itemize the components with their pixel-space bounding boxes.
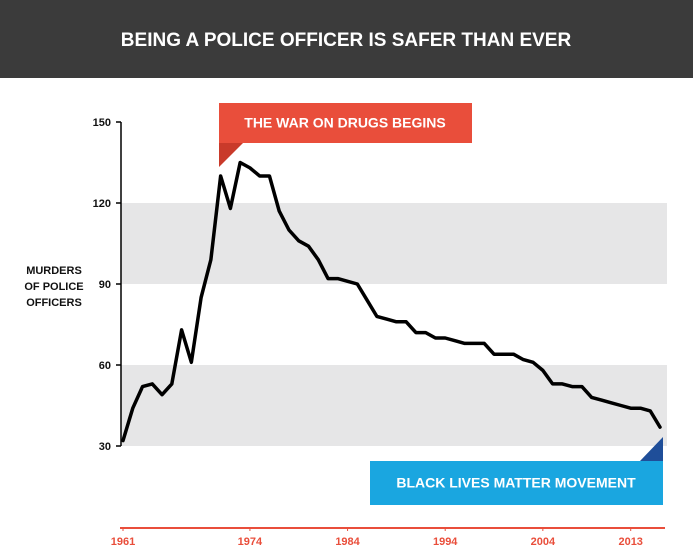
title-bar xyxy=(0,0,693,78)
x-tick-label: 1984 xyxy=(335,536,360,548)
x-tick-label: 2004 xyxy=(531,536,556,548)
x-tick-label: 1994 xyxy=(433,536,458,548)
x-tick-label: 1961 xyxy=(111,536,135,548)
y-tick-label: 150 xyxy=(93,117,111,129)
grid-band xyxy=(121,365,667,446)
y-tick-label: 30 xyxy=(99,441,111,453)
y-axis-label: OF POLICE xyxy=(24,281,83,293)
y-tick-label: 120 xyxy=(93,198,111,210)
grid-band xyxy=(121,203,667,284)
annotation-pointer xyxy=(219,143,243,167)
x-tick-label: 1974 xyxy=(238,536,263,548)
annotation-text: THE WAR ON DRUGS BEGINS xyxy=(244,115,445,131)
data-line xyxy=(121,160,662,443)
y-tick-label: 90 xyxy=(99,279,111,291)
annotation-text: BLACK LIVES MATTER MOVEMENT xyxy=(396,475,636,491)
annotation-box xyxy=(370,461,663,505)
chart-title: BEING A POLICE OFFICER IS SAFER THAN EVE… xyxy=(121,30,572,51)
x-tick-label: 2013 xyxy=(618,536,642,548)
annotation-pointer xyxy=(640,437,663,461)
y-axis-label: OFFICERS xyxy=(26,297,82,309)
y-axis-label: MURDERS xyxy=(26,265,82,277)
y-tick-label: 60 xyxy=(99,360,111,372)
annotation-box xyxy=(219,103,472,143)
